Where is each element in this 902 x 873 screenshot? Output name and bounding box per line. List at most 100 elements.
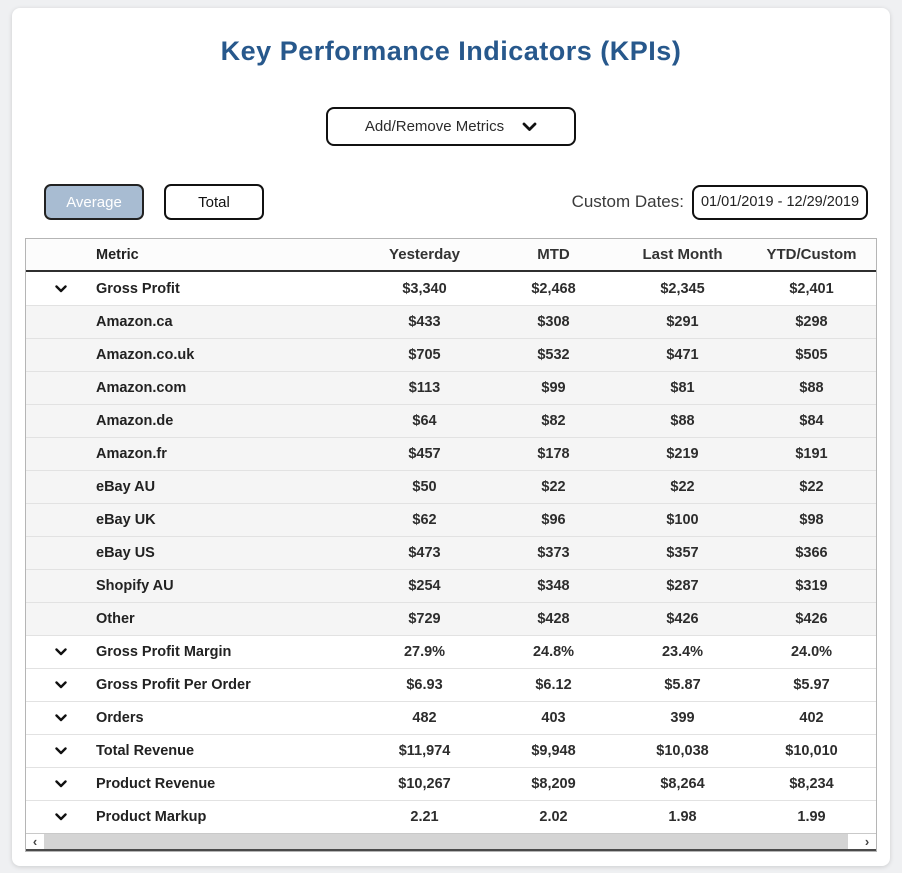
metric-value: $9,948 xyxy=(531,743,576,759)
metric-value: $505 xyxy=(795,347,828,363)
table-row[interactable]: Total Revenue $11,974 $9,948 $10,038 $10,010 xyxy=(26,734,876,767)
metric-value: $219 xyxy=(666,446,699,462)
metric-value: $457 xyxy=(408,446,441,462)
table-row: Amazon.fr $457 $178 $219 $191 xyxy=(26,437,876,470)
horizontal-scrollbar[interactable]: ‹ › xyxy=(26,833,876,851)
column-header-yesterday: Yesterday xyxy=(389,246,460,263)
metric-value: 403 xyxy=(541,710,566,726)
metric-value: $62 xyxy=(412,512,437,528)
chevron-down-icon[interactable] xyxy=(26,813,96,821)
metric-value: $426 xyxy=(666,611,699,627)
table-row[interactable]: Gross Profit Per Order $6.93 $6.12 $5.87 $5.… xyxy=(26,668,876,701)
metric-value: $428 xyxy=(537,611,570,627)
metric-value: $88 xyxy=(670,413,695,429)
metric-value: $96 xyxy=(541,512,566,528)
metric-value: $11,974 xyxy=(398,743,451,759)
table-row: Amazon.co.uk $705 $532 $471 $505 xyxy=(26,338,876,371)
metric-name: Amazon.ca xyxy=(96,314,173,330)
metric-value: $291 xyxy=(666,314,699,330)
metric-value: $22 xyxy=(541,479,566,495)
metric-value: $84 xyxy=(799,413,824,429)
metric-value: $8,234 xyxy=(789,776,834,792)
table-row: eBay US $473 $373 $357 $366 xyxy=(26,536,876,569)
metric-value: $178 xyxy=(537,446,570,462)
metric-name: eBay UK xyxy=(96,512,156,528)
metric-value: $366 xyxy=(795,545,828,561)
metric-value: $373 xyxy=(537,545,570,561)
column-header-last-month: Last Month xyxy=(642,246,723,263)
chevron-down-icon[interactable] xyxy=(26,648,96,656)
add-remove-metrics-dropdown[interactable]: Add/Remove Metrics xyxy=(326,107,576,146)
table-row: eBay UK $62 $96 $100 $98 xyxy=(26,503,876,536)
scrollbar-track[interactable] xyxy=(44,834,858,849)
scrollbar-thumb[interactable] xyxy=(44,834,848,849)
metric-value: $433 xyxy=(408,314,441,330)
metric-value: $22 xyxy=(799,479,824,495)
page-title: Key Performance Indicators (KPIs) xyxy=(220,36,682,66)
metric-value: 482 xyxy=(412,710,437,726)
scroll-left-icon[interactable]: ‹ xyxy=(26,834,44,849)
metric-value: $2,468 xyxy=(531,280,576,297)
metric-value: $82 xyxy=(541,413,566,429)
metric-value: $8,209 xyxy=(531,776,576,792)
table-row[interactable]: Gross Profit Margin 27.9% 24.8% 23.4% 24.0% xyxy=(26,635,876,668)
metric-name: Amazon.de xyxy=(96,413,174,429)
metric-value: 23.4% xyxy=(661,644,704,660)
metric-value: 27.9% xyxy=(403,644,446,660)
metric-value: $348 xyxy=(537,578,570,594)
table-row[interactable]: Product Revenue $10,267 $8,209 $8,264 $8,234 xyxy=(26,767,876,800)
metric-value: 24.0% xyxy=(790,644,833,660)
metric-value: 402 xyxy=(799,710,824,726)
table-row[interactable]: Product Markup 2.21 2.02 1.98 1.99 xyxy=(26,800,876,833)
table-row[interactable]: Gross Profit $3,340 $2,468 $2,345 $2,401 xyxy=(26,272,876,305)
metric-name: Amazon.com xyxy=(96,380,187,396)
table-row[interactable]: Orders 482 403 399 402 xyxy=(26,701,876,734)
table-row: Amazon.de $64 $82 $88 $84 xyxy=(26,404,876,437)
chevron-down-icon[interactable] xyxy=(26,284,96,293)
chevron-down-icon[interactable] xyxy=(26,780,96,788)
metric-name: Product Markup xyxy=(96,809,207,825)
metric-name: Total Revenue xyxy=(96,743,195,759)
metric-name: Gross Profit xyxy=(96,280,180,297)
metric-value: $8,264 xyxy=(660,776,705,792)
metric-value: $50 xyxy=(412,479,437,495)
metric-name: Product Revenue xyxy=(96,776,216,792)
metric-value: $532 xyxy=(537,347,570,363)
table-row: Shopify AU $254 $348 $287 $319 xyxy=(26,569,876,602)
scroll-right-icon[interactable]: › xyxy=(858,834,876,849)
column-header-ytd-custom: YTD/Custom xyxy=(766,246,857,263)
kpi-card: Key Performance Indicators (KPIs) Add/Re… xyxy=(12,8,890,866)
metric-value: $5.87 xyxy=(664,677,701,693)
metric-value: $22 xyxy=(670,479,695,495)
add-remove-metrics-label: Add/Remove Metrics xyxy=(364,118,505,135)
metric-value: 2.21 xyxy=(410,809,439,825)
column-header-metric: Metric xyxy=(96,246,139,263)
aggregation-toggle-group: Average Total xyxy=(44,184,264,220)
metric-value: $191 xyxy=(795,446,828,462)
metric-name: Amazon.co.uk xyxy=(96,347,195,363)
metric-value: $99 xyxy=(541,380,566,396)
metric-value: $729 xyxy=(408,611,441,627)
metric-name: Gross Profit Per Order xyxy=(96,677,251,693)
metric-value: $81 xyxy=(670,380,695,396)
custom-dates-label: Custom Dates: xyxy=(571,192,684,211)
metric-value: $471 xyxy=(666,347,699,363)
metric-value: $426 xyxy=(795,611,828,627)
chevron-down-icon[interactable] xyxy=(26,681,96,689)
custom-dates-input[interactable] xyxy=(692,184,868,220)
metric-name: Amazon.fr xyxy=(96,446,167,462)
metric-value: $705 xyxy=(408,347,441,363)
chevron-down-icon[interactable] xyxy=(26,714,96,722)
chevron-down-icon[interactable] xyxy=(26,747,96,755)
total-button[interactable]: Total xyxy=(164,184,264,220)
table-body: Gross Profit $3,340 $2,468 $2,345 $2,401 Amaz… xyxy=(26,272,876,833)
metric-name: eBay US xyxy=(96,545,155,561)
metric-value: $64 xyxy=(412,413,437,429)
controls-row: Average Total Custom Dates: xyxy=(12,184,890,220)
table-row: eBay AU $50 $22 $22 $22 xyxy=(26,470,876,503)
average-button[interactable]: Average xyxy=(44,184,144,220)
metric-value: 2.02 xyxy=(539,809,568,825)
metric-value: $10,267 xyxy=(398,776,451,792)
table-row: Amazon.ca $433 $308 $291 $298 xyxy=(26,305,876,338)
metric-value: 24.8% xyxy=(532,644,575,660)
